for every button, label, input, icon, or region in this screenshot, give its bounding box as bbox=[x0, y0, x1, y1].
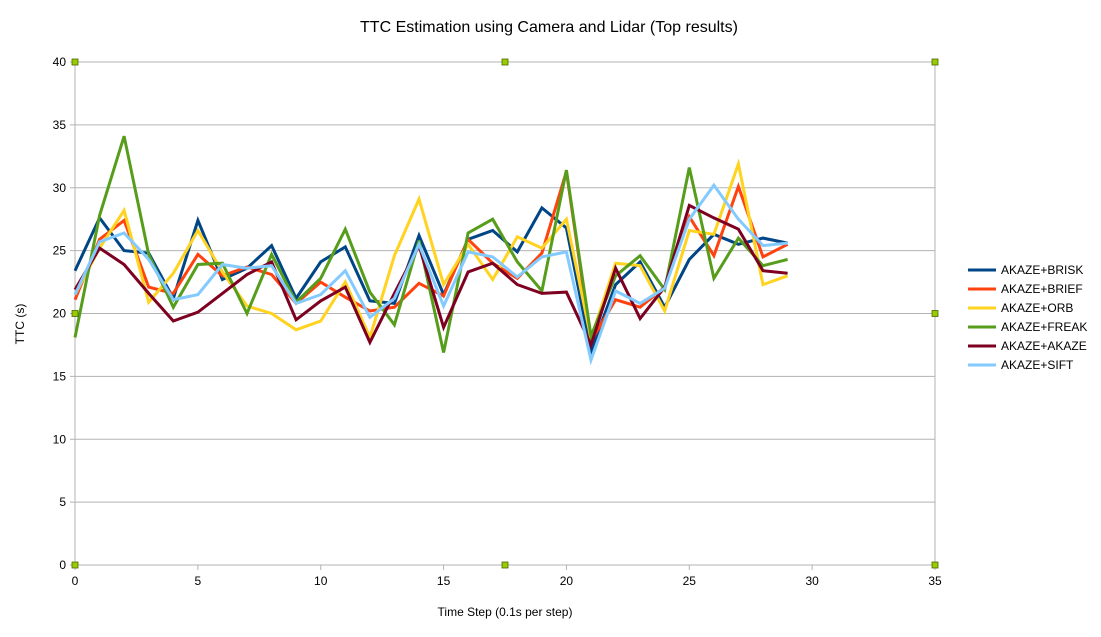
selection-handle[interactable] bbox=[71, 310, 79, 317]
y-tick-label: 25 bbox=[53, 244, 67, 258]
selection-handle[interactable] bbox=[71, 58, 79, 66]
selection-handle[interactable] bbox=[501, 561, 509, 569]
y-tick-label: 10 bbox=[53, 432, 67, 446]
x-tick-label: 15 bbox=[437, 574, 451, 588]
x-tick-label: 35 bbox=[928, 574, 942, 588]
y-tick-label: 15 bbox=[53, 369, 67, 383]
selection-handle[interactable] bbox=[501, 58, 509, 66]
x-tick-label: 0 bbox=[72, 574, 79, 588]
legend-label-akaze-sift: AKAZE+SIFT bbox=[1001, 358, 1074, 372]
y-tick-label: 30 bbox=[53, 181, 67, 195]
legend: AKAZE+BRISK AKAZE+BRIEF AKAZE+ORB AKAZE+FRE… bbox=[968, 263, 1087, 372]
legend-label-akaze-akaze: AKAZE+AKAZE bbox=[1001, 339, 1087, 353]
y-tick-label: 0 bbox=[59, 558, 66, 572]
y-tick-label: 40 bbox=[53, 55, 67, 69]
axes: 0 5 10 15 20 25 30 35 40 0 5 10 15 20 25 30 35 bbox=[53, 55, 942, 588]
selection-handle[interactable] bbox=[931, 58, 939, 66]
legend-label-akaze-brisk: AKAZE+BRISK bbox=[1001, 263, 1083, 277]
x-tick-label: 10 bbox=[314, 574, 328, 588]
selection-handle[interactable] bbox=[931, 561, 939, 569]
legend-label-akaze-brief: AKAZE+BRIEF bbox=[1001, 282, 1083, 296]
legend-label-akaze-freak: AKAZE+FREAK bbox=[1001, 320, 1087, 334]
grid bbox=[75, 61, 935, 566]
series-lines bbox=[73, 135, 789, 366]
legend-label-akaze-orb: AKAZE+ORB bbox=[1001, 301, 1073, 315]
x-tick-label: 30 bbox=[805, 574, 819, 588]
y-axis-label: TTC (s) bbox=[13, 304, 27, 345]
selection-handles bbox=[71, 58, 939, 569]
y-tick-label: 35 bbox=[53, 118, 67, 132]
y-tick-label: 5 bbox=[59, 495, 66, 509]
selection-handle[interactable] bbox=[71, 561, 79, 569]
x-tick-label: 5 bbox=[195, 574, 202, 588]
chart-title: TTC Estimation using Camera and Lidar (T… bbox=[360, 19, 738, 36]
series-line-akaze-sift bbox=[73, 182, 788, 366]
y-tick-label: 20 bbox=[53, 307, 67, 321]
selection-handle[interactable] bbox=[931, 310, 939, 317]
x-tick-label: 25 bbox=[683, 574, 697, 588]
series-line-akaze-orb bbox=[73, 158, 789, 345]
x-axis-label: Time Step (0.1s per step) bbox=[438, 605, 573, 619]
x-tick-label: 20 bbox=[560, 574, 574, 588]
